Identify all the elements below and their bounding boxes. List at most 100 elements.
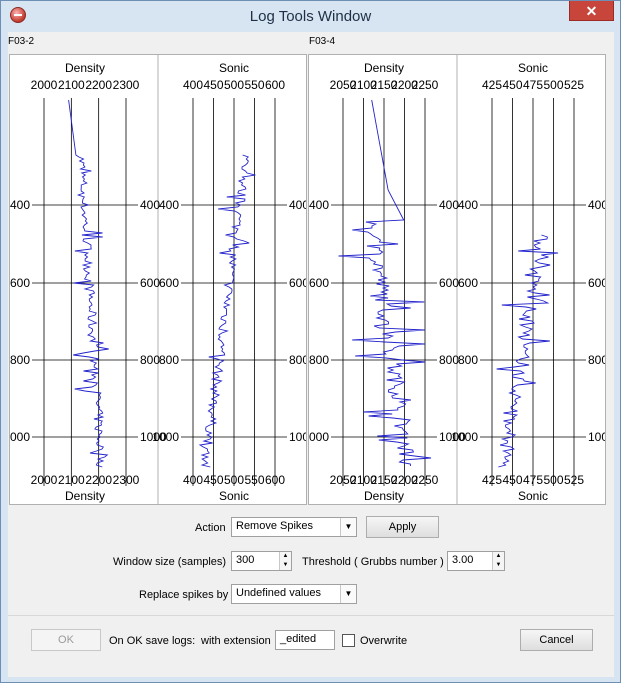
log-track-sonic: SonicSonic400400450450500500550550600600… xyxy=(152,61,306,503)
depth-label-left: 1000 xyxy=(10,430,30,444)
tick-label-top: 500 xyxy=(543,78,563,92)
log-curve-sonic xyxy=(198,154,256,468)
client-area: F03-2 F03-4 Density Density 2000 2000 2100 21… xyxy=(8,32,614,677)
depth-label-left: 1000 xyxy=(451,430,478,444)
depth-label-left: 600 xyxy=(309,276,329,290)
spin-down-icon[interactable]: ▼ xyxy=(279,561,291,570)
tick-label-bottom: 425 xyxy=(482,473,502,487)
depth-label-left: 600 xyxy=(159,276,179,290)
log-name-top: Sonic xyxy=(518,61,548,75)
chevron-down-icon: ▼ xyxy=(340,518,356,536)
tick-label-top: 2200 xyxy=(391,78,418,92)
log-name-top: Density xyxy=(364,61,404,75)
extension-input[interactable]: _edited xyxy=(275,630,335,650)
well-1-log-display: DensityDensity20002000210021002200220023… xyxy=(10,55,306,504)
log-name-bottom: Sonic xyxy=(219,489,249,503)
replace-select[interactable]: Undefined values ▼ xyxy=(231,584,357,604)
depth-label-left: 1000 xyxy=(152,430,179,444)
log-name-bottom: Density xyxy=(65,489,105,503)
window-title: Log Tools Window xyxy=(249,8,372,25)
depth-label-right: 800 xyxy=(140,353,160,367)
depth-label-left: 400 xyxy=(159,198,179,212)
tick-label-top: 2250 xyxy=(412,78,439,92)
overwrite-checkbox[interactable] xyxy=(342,634,355,647)
action-select[interactable]: Remove Spikes ▼ xyxy=(231,517,357,537)
tick-label-top: 2000 xyxy=(31,78,58,92)
depth-label-left: 800 xyxy=(10,353,30,367)
depth-label-right: 400 xyxy=(289,198,306,212)
close-icon: ✕ xyxy=(585,3,598,19)
apply-button[interactable]: Apply xyxy=(366,516,439,538)
well-panel-1: Density Density 2000 2000 2100 2100 2200 2200 23… xyxy=(9,54,307,505)
tick-label-top: 425 xyxy=(482,78,502,92)
tick-label-bottom: 500 xyxy=(224,473,244,487)
threshold-spinner[interactable]: 3.00 ▲ ▼ xyxy=(447,551,505,571)
well-label-1: F03-2 xyxy=(8,36,35,47)
depth-label-right: 600 xyxy=(439,276,459,290)
footer-divider xyxy=(8,615,614,616)
log-curve-density xyxy=(338,99,432,467)
depth-label-right: 400 xyxy=(588,198,605,212)
tick-label-top: 2200 xyxy=(85,78,112,92)
depth-label-left: 600 xyxy=(458,276,478,290)
spin-down-icon[interactable]: ▼ xyxy=(492,561,504,570)
tick-label-top: 2100 xyxy=(350,78,377,92)
depth-label-right: 400 xyxy=(140,198,160,212)
depth-label-right: 800 xyxy=(289,353,306,367)
depth-label-right: 1000 xyxy=(588,430,605,444)
depth-label-left: 400 xyxy=(10,198,30,212)
log-track-density: DensityDensity20502050210021002150215022… xyxy=(309,61,466,503)
threshold-value: 3.00 xyxy=(452,554,474,566)
depth-label-right: 400 xyxy=(439,198,459,212)
close-button[interactable]: ✕ xyxy=(569,1,614,21)
depth-label-right: 800 xyxy=(588,353,605,367)
log-track-density: DensityDensity20002000210021002200220023… xyxy=(10,61,167,503)
depth-label-right: 600 xyxy=(289,276,306,290)
log-name-top: Sonic xyxy=(219,61,249,75)
tick-label-bottom: 475 xyxy=(523,473,543,487)
log-curve-sonic xyxy=(496,234,559,468)
log-curve-density xyxy=(68,99,109,468)
tick-label-top: 450 xyxy=(203,78,223,92)
action-select-value: Remove Spikes xyxy=(236,520,314,532)
depth-label-left: 400 xyxy=(309,198,329,212)
depth-label-right: 1000 xyxy=(289,430,306,444)
cancel-button[interactable]: Cancel xyxy=(520,629,593,651)
overwrite-label: Overwrite xyxy=(360,635,408,647)
tick-label-bottom: 2200 xyxy=(391,473,418,487)
depth-label-right: 600 xyxy=(588,276,605,290)
title-bar[interactable]: Log Tools Window ✕ xyxy=(1,1,620,31)
window-size-label: Window size (samples) xyxy=(113,556,227,568)
tick-label-bottom: 2100 xyxy=(58,473,85,487)
tick-label-bottom: 2000 xyxy=(31,473,58,487)
depth-label-right: 1000 xyxy=(140,430,167,444)
depth-label-left: 800 xyxy=(458,353,478,367)
app-icon xyxy=(10,7,26,23)
tick-label-top: 475 xyxy=(523,78,543,92)
tick-label-top: 450 xyxy=(502,78,522,92)
tick-label-bottom: 400 xyxy=(183,473,203,487)
depth-label-right: 600 xyxy=(140,276,160,290)
replace-select-value: Undefined values xyxy=(236,587,322,599)
depth-label-right: 800 xyxy=(439,353,459,367)
log-name-top: Density xyxy=(65,61,105,75)
window-size-spinner[interactable]: 300 ▲ ▼ xyxy=(231,551,292,571)
log-track-sonic: SonicSonic425425450450475475500500525525… xyxy=(451,61,605,503)
ok-button[interactable]: OK xyxy=(31,629,101,651)
depth-label-left: 400 xyxy=(458,198,478,212)
log-name-bottom: Density xyxy=(364,489,404,503)
threshold-label: Threshold ( Grubbs number ) xyxy=(302,556,444,568)
spin-up-icon[interactable]: ▲ xyxy=(492,552,504,561)
save-logs-label: On OK save logs: xyxy=(109,635,196,647)
tick-label-bottom: 2050 xyxy=(330,473,357,487)
depth-label-left: 1000 xyxy=(309,430,329,444)
depth-label-right: 1000 xyxy=(439,430,466,444)
chevron-down-icon: ▼ xyxy=(340,585,356,603)
well-label-2: F03-4 xyxy=(309,36,336,47)
replace-label: Replace spikes by xyxy=(139,589,229,601)
tick-label-bottom: 2100 xyxy=(350,473,377,487)
tick-label-top: 525 xyxy=(564,78,584,92)
tick-label-top: 500 xyxy=(224,78,244,92)
tick-label-top: 2100 xyxy=(58,78,85,92)
spin-up-icon[interactable]: ▲ xyxy=(279,552,291,561)
